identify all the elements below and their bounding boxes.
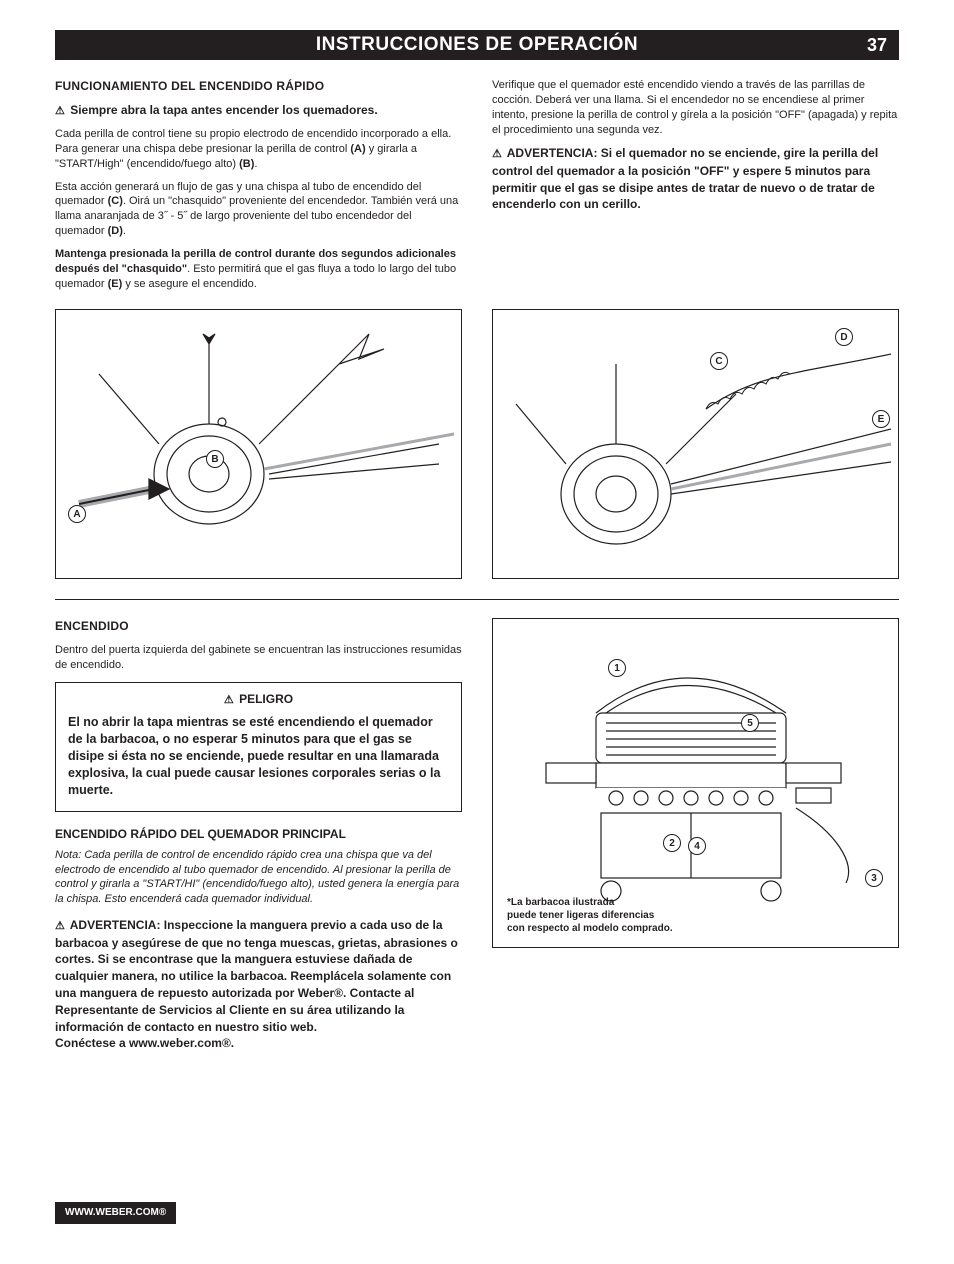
warning-hose-link: Conéctese a www.weber.com®.: [55, 1036, 234, 1050]
page-number: 37: [867, 33, 887, 57]
lower-right-column: 1 2 3 4 5 *La barbacoa ilustrada puede t…: [492, 618, 899, 1052]
top-columns: FUNCIONAMIENTO DEL ENCENDIDO RÁPIDO ⚠ Si…: [55, 78, 899, 299]
diagram-row: A B C D E: [55, 309, 899, 579]
warning-hose: ⚠ ADVERTENCIA: Inspeccione la manguera p…: [55, 917, 462, 1052]
diagram-right-illustration: [493, 310, 898, 578]
warning-burner-off-text: ADVERTENCIA: Si el quemador no se encien…: [492, 146, 878, 211]
warning-hose-text: ADVERTENCIA: Inspeccione la manguera pre…: [55, 918, 458, 1033]
subheading-main-burner: ENCENDIDO RÁPIDO DEL QUEMADOR PRINCIPAL: [55, 826, 462, 842]
diagram-left: A B: [55, 309, 462, 579]
footer-url: WWW.WEBER.COM®: [55, 1202, 176, 1224]
lower-left-column: ENCENDIDO Dentro del puerta izquierda de…: [55, 618, 462, 1052]
paragraph-verify-flame: Verifique que el quemador esté encendido…: [492, 78, 899, 137]
paragraph-hold-knob: Mantenga presionada la perilla de contro…: [55, 247, 462, 292]
grill-diagram: 1 2 3 4 5 *La barbacoa ilustrada puede t…: [492, 618, 899, 948]
warning-icon: ⚠: [492, 147, 502, 162]
warning-icon: ⚠: [55, 919, 65, 934]
grill-caption: *La barbacoa ilustrada puede tener liger…: [507, 896, 673, 935]
paragraph-instructions-location: Dentro del puerta izquierda del gabinete…: [55, 643, 462, 673]
lower-columns: ENCENDIDO Dentro del puerta izquierda de…: [55, 618, 899, 1052]
page-title: INSTRUCCIONES DE OPERACIÓN: [316, 32, 638, 58]
section-heading-encendido: ENCENDIDO: [55, 618, 462, 634]
top-left-column: FUNCIONAMIENTO DEL ENCENDIDO RÁPIDO ⚠ Si…: [55, 78, 462, 299]
diagram-right: C D E: [492, 309, 899, 579]
paragraph-gas-flow: Esta acción generará un flujo de gas y u…: [55, 180, 462, 239]
warning-icon: ⚠: [55, 104, 65, 119]
danger-title-text: PELIGRO: [239, 692, 293, 706]
danger-box: ⚠ PELIGRO El no abrir la tapa mientras s…: [55, 682, 462, 811]
section-divider: [55, 599, 899, 600]
top-right-column: Verifique que el quemador esté encendido…: [492, 78, 899, 299]
warning-icon: ⚠: [224, 693, 234, 708]
title-bar: INSTRUCCIONES DE OPERACIÓN 37: [55, 30, 899, 60]
warning-burner-off: ⚠ ADVERTENCIA: Si el quemador no se enci…: [492, 145, 899, 213]
danger-title: ⚠ PELIGRO: [68, 691, 449, 708]
section-heading-funcionamiento: FUNCIONAMIENTO DEL ENCENDIDO RÁPIDO: [55, 78, 462, 94]
note-spark: Nota: Cada perilla de control de encendi…: [55, 848, 462, 907]
danger-body: El no abrir la tapa mientras se esté enc…: [68, 714, 449, 798]
paragraph-knob-spark: Cada perilla de control tiene su propio …: [55, 127, 462, 172]
warning-open-lid: ⚠ Siempre abra la tapa antes encender lo…: [55, 102, 462, 119]
warning-open-lid-text: Siempre abra la tapa antes encender los …: [70, 103, 377, 117]
diagram-left-illustration: [56, 310, 461, 578]
